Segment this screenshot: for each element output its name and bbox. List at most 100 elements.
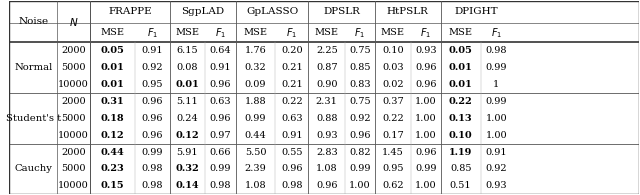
Text: 0.96: 0.96 (142, 131, 163, 140)
Text: 1.08: 1.08 (316, 164, 337, 174)
Text: 0.82: 0.82 (349, 148, 371, 157)
Text: 0.64: 0.64 (209, 46, 231, 55)
Text: 10000: 10000 (58, 131, 89, 140)
Text: MSE: MSE (449, 28, 473, 37)
Text: 2.39: 2.39 (244, 164, 266, 174)
Text: 0.63: 0.63 (209, 97, 231, 106)
Text: 0.96: 0.96 (209, 80, 231, 89)
Text: 0.91: 0.91 (209, 63, 231, 72)
Text: 0.22: 0.22 (382, 114, 404, 123)
Text: 0.91: 0.91 (281, 131, 303, 140)
Text: 10000: 10000 (58, 181, 89, 190)
Text: 0.91: 0.91 (486, 148, 507, 157)
Text: 0.97: 0.97 (209, 131, 231, 140)
Text: 1.00: 1.00 (415, 114, 437, 123)
Text: 0.44: 0.44 (100, 148, 124, 157)
Text: 0.88: 0.88 (316, 114, 337, 123)
Text: 0.01: 0.01 (100, 80, 124, 89)
Text: 0.93: 0.93 (486, 181, 507, 190)
Text: 0.09: 0.09 (244, 80, 266, 89)
Text: Cauchy: Cauchy (15, 164, 52, 174)
Text: 2000: 2000 (61, 148, 86, 157)
Text: 0.99: 0.99 (142, 148, 163, 157)
Text: 5.11: 5.11 (176, 97, 198, 106)
Text: 0.92: 0.92 (486, 164, 507, 174)
Text: 1.45: 1.45 (382, 148, 404, 157)
Text: $F_1$: $F_1$ (214, 26, 226, 40)
Text: 0.31: 0.31 (100, 97, 124, 106)
Text: 0.05: 0.05 (100, 46, 124, 55)
Text: 0.20: 0.20 (281, 46, 303, 55)
Text: $F_1$: $F_1$ (491, 26, 502, 40)
Text: 0.03: 0.03 (382, 63, 404, 72)
Text: 0.98: 0.98 (486, 46, 507, 55)
Text: 1.00: 1.00 (415, 131, 437, 140)
Text: MSE: MSE (175, 28, 199, 37)
Text: 1.19: 1.19 (449, 148, 472, 157)
Text: 0.01: 0.01 (449, 80, 472, 89)
Text: 0.96: 0.96 (415, 63, 436, 72)
Text: 0.85: 0.85 (349, 63, 371, 72)
Text: 0.63: 0.63 (281, 114, 303, 123)
Text: 2.31: 2.31 (316, 97, 338, 106)
Text: 0.75: 0.75 (349, 46, 371, 55)
Text: 0.24: 0.24 (176, 114, 198, 123)
Text: 0.96: 0.96 (415, 80, 436, 89)
Text: 1.88: 1.88 (244, 97, 266, 106)
Text: 0.10: 0.10 (382, 46, 404, 55)
Text: 10000: 10000 (58, 80, 89, 89)
Text: 5000: 5000 (61, 63, 86, 72)
Text: 0.21: 0.21 (281, 63, 303, 72)
Text: 5000: 5000 (61, 164, 86, 174)
Text: 0.75: 0.75 (349, 97, 371, 106)
Text: 0.01: 0.01 (175, 80, 199, 89)
Text: HtPSLR: HtPSLR (387, 7, 429, 16)
Text: 1.76: 1.76 (244, 46, 266, 55)
Text: $F_1$: $F_1$ (286, 26, 298, 40)
Text: Noise: Noise (19, 17, 49, 26)
Text: 0.85: 0.85 (450, 164, 472, 174)
Text: 0.98: 0.98 (142, 181, 163, 190)
Text: $F_1$: $F_1$ (420, 26, 431, 40)
Text: 0.83: 0.83 (349, 80, 371, 89)
Text: 0.51: 0.51 (450, 181, 472, 190)
Text: 0.13: 0.13 (449, 114, 472, 123)
Text: 0.93: 0.93 (316, 131, 337, 140)
Text: GpLASSO: GpLASSO (246, 7, 298, 16)
Text: DPSLR: DPSLR (323, 7, 360, 16)
Text: 0.99: 0.99 (415, 164, 436, 174)
Text: 0.91: 0.91 (141, 46, 163, 55)
Text: 0.96: 0.96 (142, 114, 163, 123)
Text: 0.99: 0.99 (486, 63, 507, 72)
Text: DPIGHT: DPIGHT (454, 7, 498, 16)
Text: 0.99: 0.99 (209, 164, 231, 174)
Text: MSE: MSE (315, 28, 339, 37)
Text: 0.02: 0.02 (382, 80, 404, 89)
Text: 5000: 5000 (61, 114, 86, 123)
Text: 0.96: 0.96 (142, 97, 163, 106)
Text: 0.90: 0.90 (316, 80, 337, 89)
Text: 0.62: 0.62 (382, 181, 404, 190)
Text: 0.18: 0.18 (100, 114, 124, 123)
Text: 0.05: 0.05 (449, 46, 472, 55)
Text: 5.91: 5.91 (177, 148, 198, 157)
Text: 0.96: 0.96 (316, 181, 337, 190)
Text: 0.93: 0.93 (415, 46, 437, 55)
Text: 0.92: 0.92 (349, 114, 371, 123)
Text: 1: 1 (493, 80, 499, 89)
Text: 0.92: 0.92 (141, 63, 163, 72)
Text: MSE: MSE (244, 28, 268, 37)
Text: 0.99: 0.99 (349, 164, 371, 174)
Text: 0.96: 0.96 (281, 164, 303, 174)
Text: 0.22: 0.22 (281, 97, 303, 106)
Text: MSE: MSE (100, 28, 125, 37)
Text: 1.00: 1.00 (486, 131, 507, 140)
Text: 0.15: 0.15 (100, 181, 124, 190)
Text: 0.99: 0.99 (244, 114, 266, 123)
Text: 0.87: 0.87 (316, 63, 337, 72)
Text: 0.37: 0.37 (382, 97, 404, 106)
Text: 1.00: 1.00 (486, 114, 507, 123)
Text: 0.99: 0.99 (486, 97, 507, 106)
Text: $F_1$: $F_1$ (147, 26, 158, 40)
Text: 0.01: 0.01 (100, 63, 124, 72)
